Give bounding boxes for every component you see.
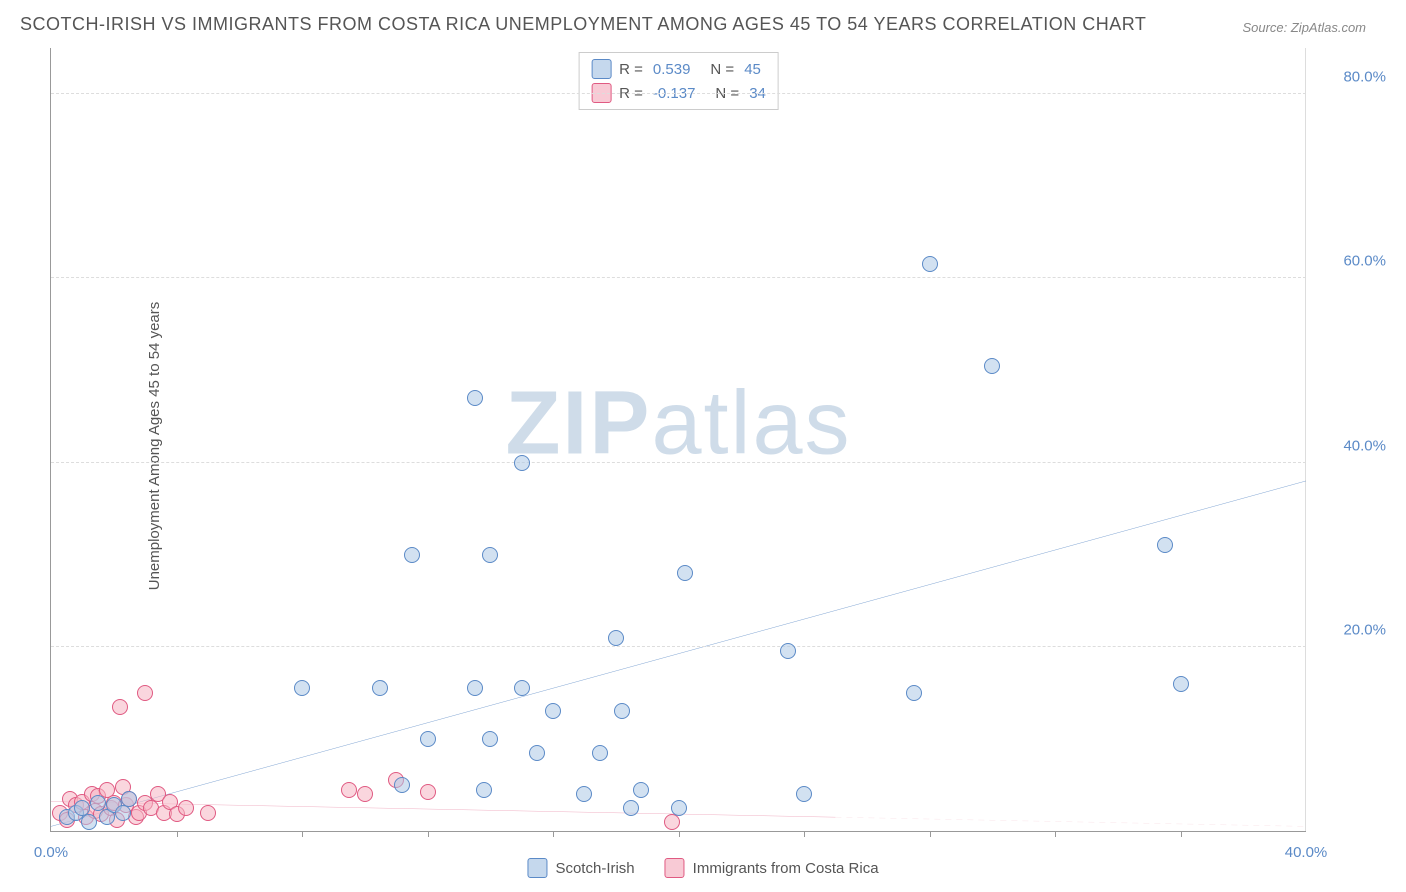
- y-tick-label: 60.0%: [1316, 253, 1386, 270]
- data-point: [121, 791, 137, 807]
- data-point: [476, 782, 492, 798]
- data-point: [514, 680, 530, 696]
- data-point: [671, 800, 687, 816]
- data-point: [482, 547, 498, 563]
- data-point: [482, 731, 498, 747]
- data-point: [780, 643, 796, 659]
- x-tick-mark: [679, 831, 680, 837]
- correlation-legend: R =0.539N =45R =-0.137N =34: [578, 52, 779, 110]
- legend-swatch: [591, 59, 611, 79]
- data-point: [529, 745, 545, 761]
- data-point: [677, 565, 693, 581]
- data-point: [372, 680, 388, 696]
- legend-n-label: N =: [710, 61, 734, 78]
- data-point: [420, 784, 436, 800]
- y-tick-label: 80.0%: [1316, 69, 1386, 86]
- chart-title: SCOTCH-IRISH VS IMMIGRANTS FROM COSTA RI…: [20, 14, 1146, 35]
- data-point: [341, 782, 357, 798]
- data-point: [906, 685, 922, 701]
- legend-row: R = 0.539 N = 45: [591, 57, 766, 81]
- data-point: [545, 703, 561, 719]
- legend-item: Immigrants from Costa Rica: [665, 858, 879, 878]
- data-point: [467, 680, 483, 696]
- data-point: [614, 703, 630, 719]
- legend-series-label: Scotch-Irish: [555, 860, 634, 877]
- x-tick-mark: [804, 831, 805, 837]
- data-point: [633, 782, 649, 798]
- data-point: [81, 814, 97, 830]
- data-point: [1157, 537, 1173, 553]
- data-point: [984, 358, 1000, 374]
- legend-swatch: [527, 858, 547, 878]
- watermark-light: atlas: [651, 373, 851, 473]
- data-point: [404, 547, 420, 563]
- plot-area: ZIPatlas R =0.539N =45R =-0.137N =34 20.…: [50, 48, 1306, 832]
- y-tick-label: 20.0%: [1316, 621, 1386, 638]
- x-tick-label: 40.0%: [1285, 844, 1328, 861]
- data-point: [357, 786, 373, 802]
- data-point: [137, 685, 153, 701]
- x-tick-mark: [930, 831, 931, 837]
- data-point: [1173, 676, 1189, 692]
- gridline: [51, 93, 1306, 94]
- gridline: [51, 277, 1306, 278]
- data-point: [467, 390, 483, 406]
- data-point: [200, 805, 216, 821]
- data-point: [514, 455, 530, 471]
- data-point: [115, 805, 131, 821]
- gridline: [51, 646, 1306, 647]
- data-point: [592, 745, 608, 761]
- data-point: [420, 731, 436, 747]
- watermark: ZIPatlas: [505, 372, 851, 475]
- y-tick-label: 40.0%: [1316, 437, 1386, 454]
- data-point: [796, 786, 812, 802]
- x-tick-mark: [302, 831, 303, 837]
- data-point: [922, 256, 938, 272]
- legend-series-label: Immigrants from Costa Rica: [693, 860, 879, 877]
- data-point: [664, 814, 680, 830]
- legend-item: Scotch-Irish: [527, 858, 634, 878]
- data-point: [576, 786, 592, 802]
- data-point: [294, 680, 310, 696]
- x-tick-mark: [553, 831, 554, 837]
- data-point: [178, 800, 194, 816]
- gridline: [51, 462, 1306, 463]
- legend-swatch: [665, 858, 685, 878]
- legend-r-label: R =: [619, 61, 643, 78]
- series-legend: Scotch-Irish Immigrants from Costa Rica: [527, 858, 878, 878]
- x-tick-mark: [177, 831, 178, 837]
- legend-r-value: 0.539: [653, 61, 691, 78]
- data-point: [394, 777, 410, 793]
- x-tick-mark: [1055, 831, 1056, 837]
- plot-right-edge: [1305, 48, 1306, 831]
- x-tick-label: 0.0%: [34, 844, 68, 861]
- data-point: [112, 699, 128, 715]
- x-tick-mark: [1181, 831, 1182, 837]
- data-point: [623, 800, 639, 816]
- data-point: [608, 630, 624, 646]
- x-tick-mark: [428, 831, 429, 837]
- trend-lines: [51, 48, 1306, 831]
- legend-n-value: 45: [744, 61, 761, 78]
- source-label: Source: ZipAtlas.com: [1242, 20, 1366, 35]
